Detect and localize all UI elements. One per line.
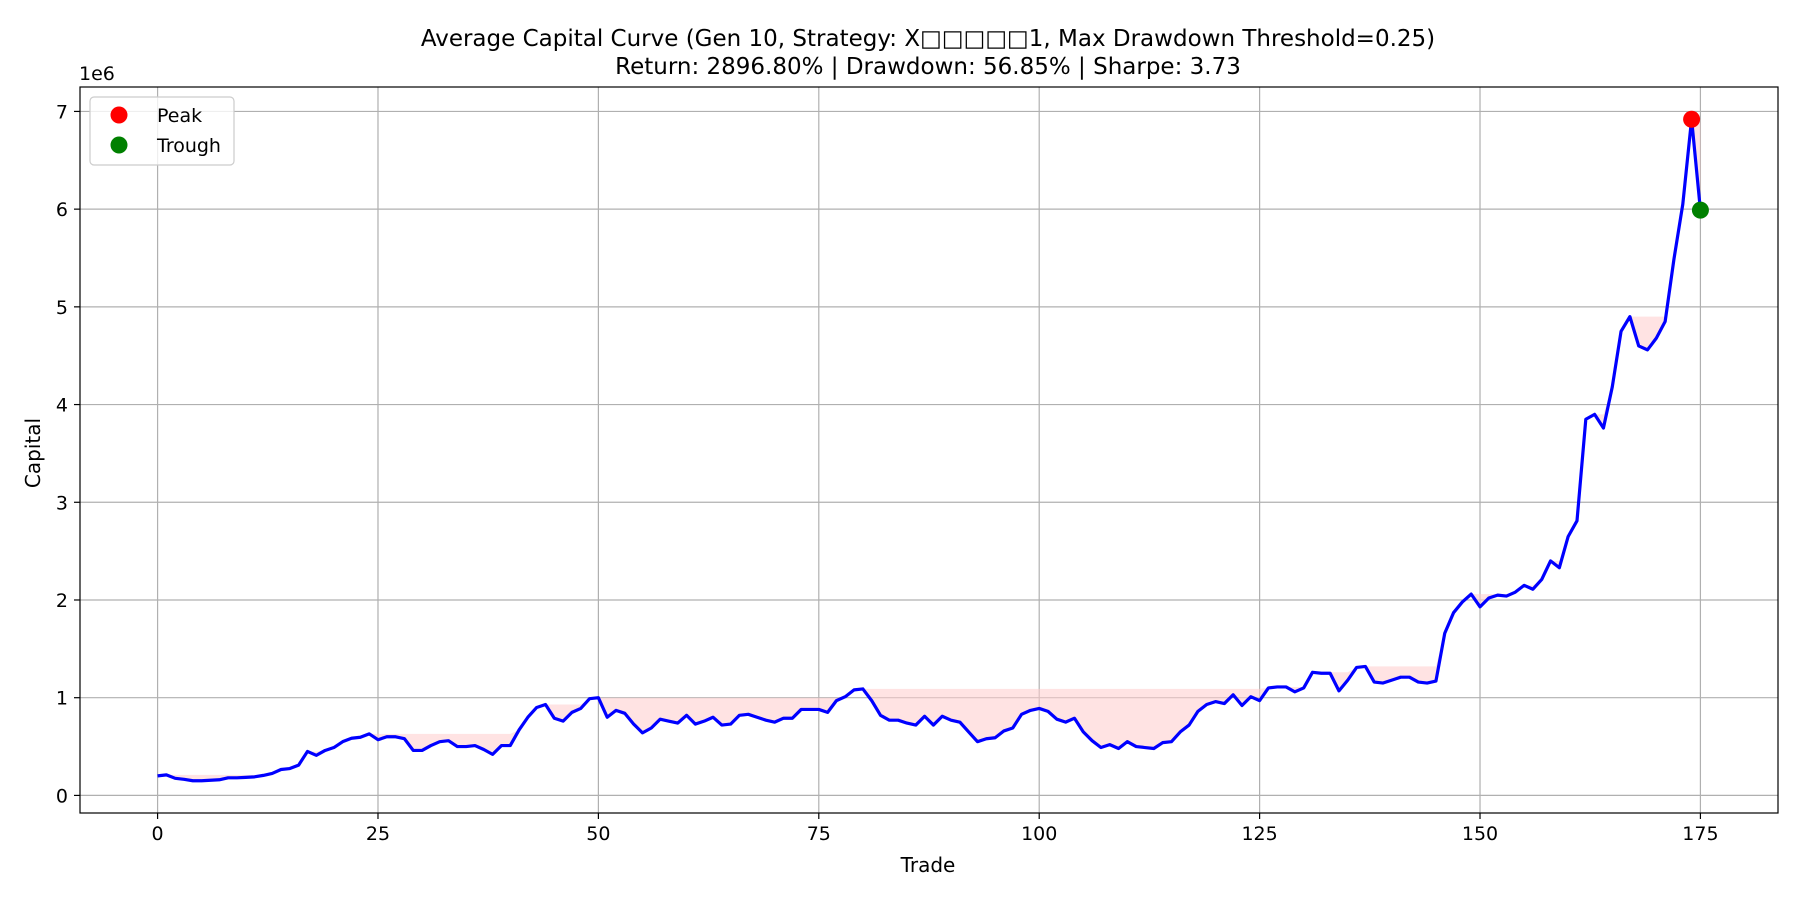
y-tick-label: 7 bbox=[56, 101, 68, 123]
y-offset-label: 1e6 bbox=[79, 63, 115, 85]
x-axis-label: Trade bbox=[900, 853, 956, 877]
trough-marker bbox=[1691, 201, 1709, 219]
chart-title: Average Capital Curve (Gen 10, Strategy:… bbox=[421, 26, 1435, 52]
legend-marker-peak bbox=[110, 106, 128, 124]
x-tick-label: 175 bbox=[1682, 823, 1718, 845]
y-tick-label: 2 bbox=[56, 590, 68, 612]
x-tick-label: 150 bbox=[1462, 823, 1498, 845]
y-tick-label: 4 bbox=[56, 395, 68, 417]
drawdown-fill bbox=[157, 119, 1701, 781]
y-tick-label: 1 bbox=[56, 688, 68, 710]
marker-layer bbox=[1683, 110, 1709, 219]
y-tick-label: 0 bbox=[56, 785, 68, 807]
y-tick-label: 6 bbox=[56, 199, 68, 221]
x-tick-label: 50 bbox=[586, 823, 610, 845]
x-tick-label: 25 bbox=[366, 823, 390, 845]
series-layer bbox=[157, 117, 1703, 783]
plot-frame bbox=[79, 86, 1779, 814]
axis-ticks: 0 25 50 75 100 125 150 175 0 1 2 3 4 5 6 7 bbox=[56, 101, 1719, 845]
x-tick-label: 75 bbox=[807, 823, 831, 845]
y-axis-label: Capital bbox=[21, 418, 45, 488]
grid-lines bbox=[80, 87, 1778, 813]
drawdown-fill-layer bbox=[157, 119, 1701, 781]
legend-label-trough: Trough bbox=[156, 135, 221, 157]
legend-marker-trough bbox=[110, 136, 128, 154]
x-tick-label: 125 bbox=[1241, 823, 1277, 845]
capital-line bbox=[157, 117, 1703, 783]
legend: Peak Trough bbox=[89, 96, 235, 166]
y-tick-label: 3 bbox=[56, 492, 68, 514]
legend-label-peak: Peak bbox=[157, 105, 202, 127]
peak-marker bbox=[1683, 110, 1701, 128]
x-tick-label: 0 bbox=[152, 823, 164, 845]
x-tick-label: 100 bbox=[1021, 823, 1057, 845]
y-tick-label: 5 bbox=[56, 297, 68, 319]
chart-subtitle: Return: 2896.80% | Drawdown: 56.85% | Sh… bbox=[615, 54, 1241, 80]
